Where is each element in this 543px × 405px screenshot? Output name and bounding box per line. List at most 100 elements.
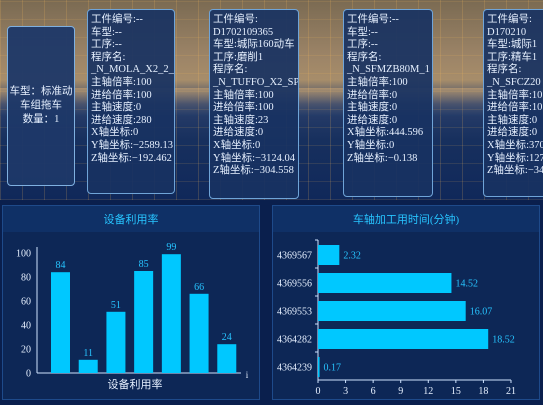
bar-value-label: 2.32 <box>343 251 361 262</box>
card-4-line: 主轴倍率:10 <box>487 89 543 101</box>
bar-value-label: 24 <box>222 332 232 343</box>
machine-card-4[interactable]: 工件编号: D170210 车型:城际1 工序:精车1 程序名: _N_SFCZ20 主轴倍… <box>483 9 543 197</box>
card-4-line: 主轴速度:0 <box>487 114 538 126</box>
card-2-line: 进给速度:0 <box>213 127 264 139</box>
y-tick-label: 0 <box>26 369 31 380</box>
bar-value-label: 85 <box>139 259 149 270</box>
bar-value-label: 0.17 <box>324 363 342 374</box>
card-1-line: 工序:-- <box>91 39 122 51</box>
y-tick-label: 60 <box>21 297 31 308</box>
bar-value-label: 99 <box>166 242 176 253</box>
bar <box>106 311 126 373</box>
card-1-line: 进给速度:280 <box>91 114 152 126</box>
card-4-line: 程序名: <box>487 64 522 76</box>
card-3-line: 工序:-- <box>347 39 378 51</box>
card-3-line: X轴坐标:444.596 <box>347 127 424 139</box>
x-tick-label: 21 <box>506 386 516 397</box>
card-2-line: 进给倍率:100 <box>213 102 274 114</box>
card-3-line: 工件编号:-- <box>347 14 399 25</box>
card-2-line: 车型:城际160动车 <box>213 39 295 51</box>
bar-value-label: 16.07 <box>470 307 493 318</box>
utilization-chart: 0 20 40 60 80 100 84 11 51 85 99 66 24 设备利用率 i <box>16 242 249 391</box>
card-3-line: Y轴坐标:0 <box>347 139 395 151</box>
card-2-line: 工序:磨削1 <box>213 51 264 63</box>
x-axis-end-label: i <box>246 370 249 380</box>
bar <box>51 272 70 373</box>
x-tick-label: 0 <box>316 386 321 397</box>
x-tick-label: 6 <box>371 386 376 397</box>
y-tick-label: 20 <box>21 345 31 356</box>
utilization-panel: 设备利用率 0 20 40 60 80 100 84 11 51 85 99 66 24 设备利用率 i <box>2 205 260 400</box>
card-4-line: D170210 <box>487 26 527 38</box>
bar <box>189 293 209 373</box>
x-axis-title: 设备利用率 <box>108 377 163 391</box>
card-2-line: Z轴坐标:−304.558 <box>213 165 294 177</box>
card-3-line: 主轴倍率:100 <box>347 76 408 88</box>
card-4-line: Z轴坐标:−34 <box>487 165 543 177</box>
utilization-title: 设备利用率 <box>3 206 259 232</box>
axle-time-panel: 车轴加工用时间(分钟) 0 3 6 9 12 15 18 21 4369567 2.32 43695… <box>272 205 540 400</box>
card-4-line: Y轴坐标:127 <box>487 152 543 164</box>
card-2-line: X轴坐标:0 <box>213 139 261 151</box>
card-1-line: 程序名: <box>91 51 126 63</box>
card-4-line: 进给速度:0 <box>487 127 538 139</box>
card-4-line: 进给倍率:10 <box>487 102 543 114</box>
bar <box>217 344 237 373</box>
bar-value-label: 11 <box>83 348 93 359</box>
x-tick-label: 3 <box>343 386 348 397</box>
axle-time-title: 车轴加工用时间(分钟) <box>273 206 539 232</box>
card-2-line: _N_TUFFO_X2_SP <box>213 76 299 88</box>
vehicle-info-card[interactable]: 车型：标准动车组拖车 数量：1 <box>7 26 75 186</box>
bar-value-label: 51 <box>111 300 121 311</box>
card-2-line: 主轴倍率:100 <box>213 89 274 101</box>
x-tick-label: 12 <box>423 386 433 397</box>
card-2-line: 主轴速度:23 <box>213 114 269 126</box>
bar-value-label: 66 <box>194 282 204 293</box>
card-1-line: _N_MOLA_X2_2_1 <box>91 64 175 76</box>
y-category-label: 4369553 <box>277 307 312 318</box>
machine-card-1[interactable]: 工件编号:-- 车型:-- 工序:-- 程序名: _N_MOLA_X2_2_1 主轴倍率:… <box>87 9 175 194</box>
vehicle-type-label: 车型：标准动车组拖车 <box>9 86 73 111</box>
card-3-line: 进给速度:0 <box>347 114 398 126</box>
card-3-line: 主轴速度:0 <box>347 102 398 114</box>
card-2-line: D1702109365 <box>213 26 274 38</box>
card-4-line: 车型:城际1 <box>487 39 538 51</box>
machine-card-2[interactable]: 工件编号: D1702109365 车型:城际160动车 工序:磨削1 程序名: _N_T… <box>209 9 299 199</box>
x-tick-label: 18 <box>478 386 488 397</box>
card-1-line: Y轴坐标:−2589.13 <box>91 139 174 151</box>
card-3-line: 程序名: <box>347 51 382 63</box>
card-4-line: 工件编号: <box>487 14 532 25</box>
y-tick-label: 80 <box>21 273 31 284</box>
x-tick-label: 9 <box>398 386 403 397</box>
card-1-line: 车型:-- <box>91 26 122 38</box>
card-3-line: _N_SFMZB80M_1 <box>347 64 430 76</box>
card-1-line: 主轴速度:0 <box>91 102 142 114</box>
bar <box>161 254 181 373</box>
bar <box>318 329 489 349</box>
card-1-line: X轴坐标:0 <box>91 127 139 139</box>
bar <box>318 357 320 377</box>
bar-value-label: 84 <box>56 260 66 271</box>
card-1-line: 主轴倍率:100 <box>91 76 152 88</box>
card-4-line: _N_SFCZ20 <box>487 76 541 88</box>
card-2-line: Y轴坐标:−3124.04 <box>213 152 296 164</box>
card-1-line: 进给倍率:100 <box>91 89 152 101</box>
x-tick-label: 15 <box>451 386 461 397</box>
card-2-line: 工件编号: <box>213 14 258 25</box>
y-tick-label: 100 <box>16 249 31 260</box>
bar-value-label: 18.52 <box>492 335 515 346</box>
card-2-line: 程序名: <box>213 64 248 76</box>
axle-time-chart: 0 3 6 9 12 15 18 21 4369567 2.32 4369556 14.52 43695… <box>277 239 516 397</box>
bar <box>134 271 154 373</box>
card-3-line: 车型:-- <box>347 26 378 38</box>
machine-card-3[interactable]: 工件编号:-- 车型:-- 工序:-- 程序名: _N_SFMZB80M_1 主轴倍率:1… <box>343 9 433 197</box>
card-4-line: 工序:精车1 <box>487 51 538 63</box>
vehicle-count-label: 数量：1 <box>22 114 60 125</box>
y-category-label: 4364282 <box>277 335 312 346</box>
bar <box>318 273 452 293</box>
y-category-label: 4369556 <box>277 279 312 290</box>
y-tick-label: 40 <box>21 321 31 332</box>
bar <box>78 359 98 373</box>
y-category-label: 4369567 <box>277 251 312 262</box>
card-4-line: X轴坐标:370 <box>487 139 543 151</box>
